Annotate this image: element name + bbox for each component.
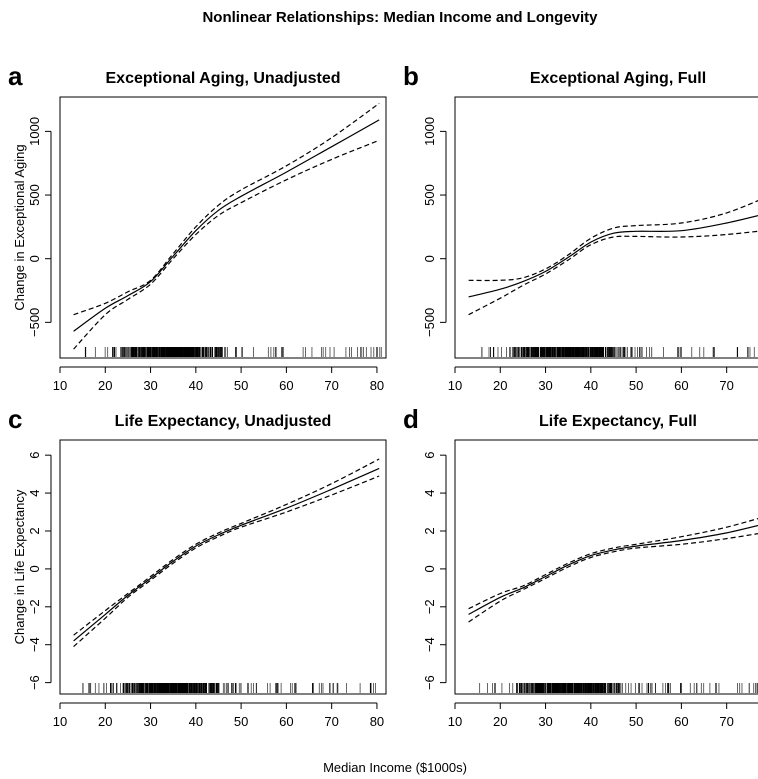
confidence-band-line bbox=[468, 230, 758, 316]
panel-b: b Exceptional Aging, Full 10 20 30 40 50 60 70 −5… bbox=[403, 61, 758, 393]
y-tick-label: 0 bbox=[422, 255, 437, 262]
x-tick-label: 50 bbox=[234, 714, 248, 729]
x-tick-label: 60 bbox=[279, 714, 293, 729]
panel-title: Life Expectancy, Unadjusted bbox=[115, 413, 332, 430]
y-tick-label: 0 bbox=[27, 565, 42, 572]
x-tick-label: 70 bbox=[324, 378, 338, 393]
y-tick-label: 6 bbox=[27, 452, 42, 459]
x-tick-label: 80 bbox=[370, 714, 384, 729]
x-tick-label: 40 bbox=[584, 714, 598, 729]
x-tick-label: 60 bbox=[674, 714, 688, 729]
shared-x-axis-label: Median Income ($1000s) bbox=[323, 760, 467, 775]
y-tick-label: 500 bbox=[422, 184, 437, 206]
x-tick-label: 30 bbox=[143, 714, 157, 729]
x-tick-label: 30 bbox=[143, 378, 157, 393]
y-tick-label: 2 bbox=[422, 527, 437, 534]
x-tick-label: 40 bbox=[584, 378, 598, 393]
confidence-band-line bbox=[73, 458, 380, 636]
y-tick-label: −4 bbox=[422, 637, 437, 652]
x-tick-label: 60 bbox=[674, 378, 688, 393]
y-tick-label: −2 bbox=[27, 599, 42, 614]
x-tick-label: 70 bbox=[719, 378, 733, 393]
rug bbox=[84, 347, 382, 357]
x-tick-label: 20 bbox=[98, 714, 112, 729]
confidence-band-line bbox=[73, 475, 380, 648]
x-tick-label: 20 bbox=[98, 378, 112, 393]
y-axis-label: Change in Exceptional Aging bbox=[12, 144, 27, 310]
x-tick-label: 30 bbox=[538, 378, 552, 393]
panel-c: c Life Expectancy, Unadjusted Change in Li… bbox=[8, 404, 387, 729]
confidence-band-line bbox=[468, 200, 758, 282]
confidence-band-line bbox=[468, 517, 758, 610]
confidence-band-line bbox=[73, 102, 380, 316]
panel-letter: c bbox=[8, 404, 22, 434]
y-tick-label: −500 bbox=[422, 308, 437, 337]
y-tick-label: −6 bbox=[27, 675, 42, 690]
y-tick-label: 1000 bbox=[422, 117, 437, 146]
estimate-line bbox=[468, 524, 758, 615]
x-tick-label: 10 bbox=[448, 378, 462, 393]
x-tick-label: 20 bbox=[493, 714, 507, 729]
x-tick-label: 20 bbox=[493, 378, 507, 393]
y-tick-label: 0 bbox=[27, 255, 42, 262]
y-axis-label: Change in Life Expectancy bbox=[12, 489, 27, 644]
x-tick-label: 50 bbox=[234, 378, 248, 393]
x-tick-label: 70 bbox=[324, 714, 338, 729]
panel-letter: b bbox=[403, 61, 419, 91]
x-tick-label: 10 bbox=[448, 714, 462, 729]
x-tick-label: 50 bbox=[629, 714, 643, 729]
x-tick-label: 50 bbox=[629, 378, 643, 393]
x-tick-label: 40 bbox=[189, 378, 203, 393]
estimate-line bbox=[73, 119, 380, 332]
panel-letter: a bbox=[8, 61, 23, 91]
figure-title: Nonlinear Relationships: Median Income a… bbox=[202, 9, 598, 26]
y-tick-label: −6 bbox=[422, 675, 437, 690]
rug bbox=[481, 347, 755, 357]
rug bbox=[82, 683, 376, 693]
estimate-line bbox=[73, 467, 380, 642]
panel-letter: d bbox=[403, 404, 419, 434]
x-tick-label: 80 bbox=[370, 378, 384, 393]
x-tick-label: 60 bbox=[279, 378, 293, 393]
panel-a: a Exceptional Aging, Unadjusted Change in … bbox=[8, 61, 387, 393]
y-tick-label: 4 bbox=[27, 489, 42, 496]
plot-frame bbox=[59, 439, 387, 695]
x-tick-label: 70 bbox=[719, 714, 733, 729]
y-tick-label: −4 bbox=[27, 637, 42, 652]
plot-frame bbox=[59, 96, 387, 359]
rug bbox=[479, 683, 758, 693]
x-tick-label: 30 bbox=[538, 714, 552, 729]
panel-title: Exceptional Aging, Full bbox=[530, 70, 706, 87]
y-tick-label: 4 bbox=[422, 489, 437, 496]
y-tick-label: 1000 bbox=[27, 117, 42, 146]
confidence-band-line bbox=[73, 139, 380, 350]
y-tick-label: −500 bbox=[27, 308, 42, 337]
plot-frame bbox=[454, 96, 758, 359]
x-tick-label: 10 bbox=[53, 378, 67, 393]
confidence-band-line bbox=[468, 533, 758, 623]
x-tick-label: 10 bbox=[53, 714, 67, 729]
x-tick-label: 40 bbox=[189, 714, 203, 729]
y-tick-label: 2 bbox=[27, 527, 42, 534]
panel-title: Life Expectancy, Full bbox=[539, 413, 697, 430]
estimate-line bbox=[468, 215, 758, 298]
y-tick-label: 500 bbox=[27, 184, 42, 206]
y-tick-label: −2 bbox=[422, 599, 437, 614]
panel-title: Exceptional Aging, Unadjusted bbox=[106, 70, 341, 87]
y-tick-label: 6 bbox=[422, 452, 437, 459]
y-tick-label: 0 bbox=[422, 565, 437, 572]
plot-frame bbox=[454, 439, 758, 695]
